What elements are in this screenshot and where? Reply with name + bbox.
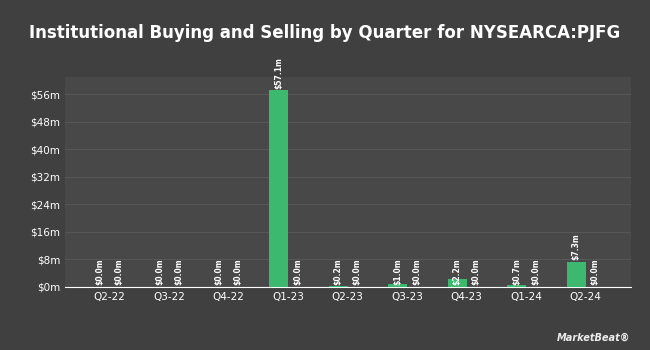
Text: $0.0m: $0.0m [591, 259, 600, 285]
Text: $0.0m: $0.0m [234, 259, 242, 285]
Text: $57.1m: $57.1m [274, 57, 283, 89]
Bar [567, 262, 586, 287]
Text: $0.0m: $0.0m [353, 259, 362, 285]
Text: $0.0m: $0.0m [155, 259, 164, 285]
Bar [448, 279, 467, 287]
Bar [388, 284, 408, 287]
Text: $0.7m: $0.7m [512, 259, 521, 285]
Bar [507, 285, 526, 287]
Text: $7.3m: $7.3m [572, 233, 580, 260]
Bar [269, 90, 288, 287]
Bar [329, 286, 348, 287]
Text: $0.2m: $0.2m [333, 259, 343, 285]
Text: $0.0m: $0.0m [214, 259, 224, 285]
Text: $1.0m: $1.0m [393, 259, 402, 285]
Text: $0.0m: $0.0m [293, 259, 302, 285]
Text: MarketBeat®: MarketBeat® [557, 333, 630, 343]
Text: $0.0m: $0.0m [472, 259, 481, 285]
Text: $0.0m: $0.0m [412, 259, 421, 285]
Text: $2.2m: $2.2m [453, 259, 461, 285]
Text: Institutional Buying and Selling by Quarter for NYSEARCA:PJFG: Institutional Buying and Selling by Quar… [29, 25, 621, 42]
Text: $0.0m: $0.0m [174, 259, 183, 285]
Text: $0.0m: $0.0m [115, 259, 124, 285]
Text: $0.0m: $0.0m [96, 259, 105, 285]
Text: $0.0m: $0.0m [531, 259, 540, 285]
